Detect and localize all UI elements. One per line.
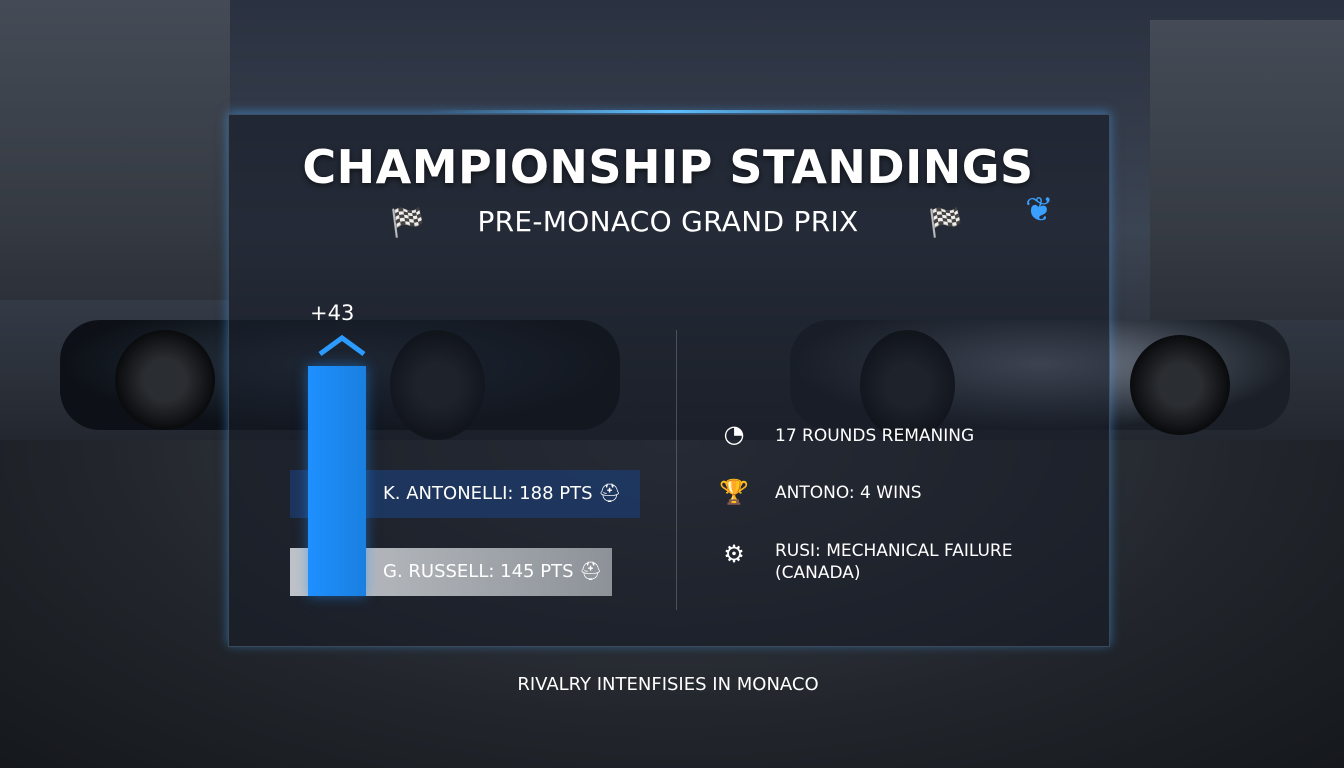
fact: ANTONO: 4 WINS <box>775 483 922 503</box>
divider <box>676 330 677 610</box>
trophy-icon: 🏆 <box>719 478 749 506</box>
standing-text: K. ANTONELLI: 188 PTS ⛑ <box>383 483 622 504</box>
flag-icon: 🏁 <box>390 206 425 239</box>
flag-icon: 🏁 <box>928 206 963 239</box>
laurel-icon: ❦ <box>1025 190 1054 230</box>
wheel <box>115 330 215 430</box>
fact: RUSI: MECHANICAL FAILURE (CANADA) <box>775 541 1013 583</box>
building <box>0 0 230 300</box>
gap-label: +43 <box>310 301 355 325</box>
chevron <box>318 334 366 356</box>
gear-icon: ⚙ <box>723 540 745 568</box>
wheel <box>1130 335 1230 435</box>
standing-label: K. ANTONELLI: 188 PTS <box>383 483 593 504</box>
gauge-icon: ◔ <box>723 420 745 448</box>
footer: RIVALRY INTENFISIES IN MONACO <box>517 674 819 695</box>
gap-bar <box>308 366 366 596</box>
standing-text: G. RUSSELL: 145 PTS ⛑ <box>383 561 603 582</box>
building <box>1150 20 1344 320</box>
standing-label: G. RUSSELL: 145 PTS <box>383 561 574 582</box>
title: CHAMPIONSHIP STANDINGS <box>302 140 1034 194</box>
panel-glow <box>430 110 910 113</box>
chevron-line <box>318 334 366 356</box>
subtitle: PRE-MONACO GRAND PRIX <box>477 205 859 238</box>
fact: 17 ROUNDS REMANING <box>775 426 975 446</box>
